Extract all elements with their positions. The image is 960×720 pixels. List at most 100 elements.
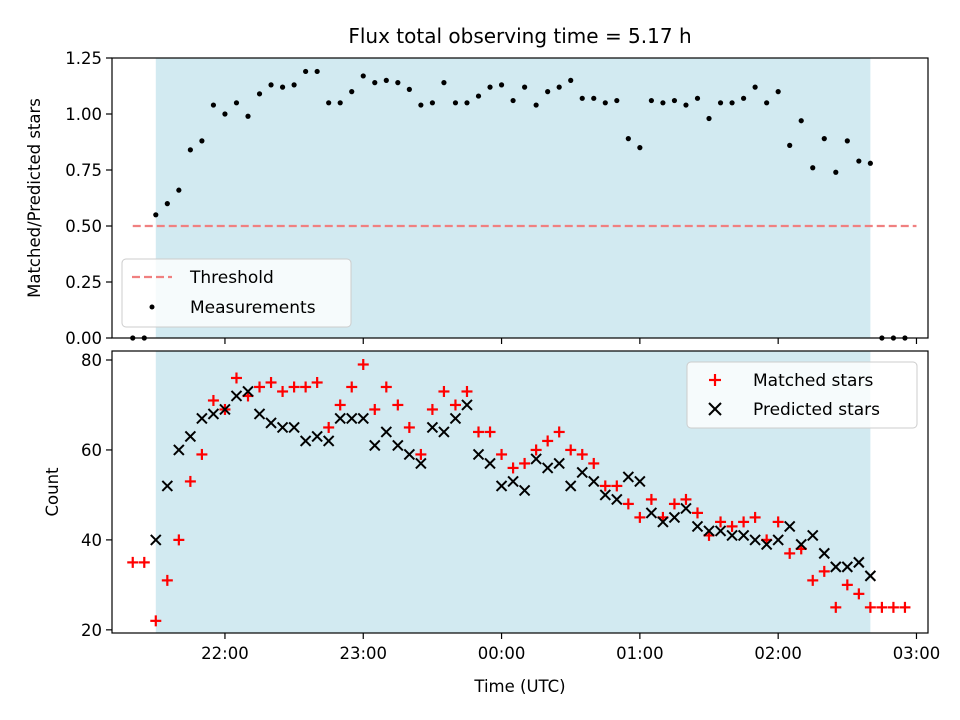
- predicted-star-stroke-b: [449, 412, 462, 425]
- bottom-x-axis-ticks: 22:00 23:00 00:00 01:00 02:00 03:00: [201, 633, 940, 663]
- predicted-star-stroke-b: [253, 408, 266, 420]
- predicted-star-point: [772, 534, 784, 546]
- predicted-star-point: [760, 538, 773, 551]
- matched-star-point: [346, 381, 358, 393]
- top-y-tick-label: 1.00: [65, 105, 102, 124]
- matched-star-point: [426, 403, 438, 415]
- matched-star-point: [726, 520, 738, 532]
- measurement-point: [279, 84, 286, 90]
- predicted-star-point: [322, 435, 335, 447]
- measurement-point: [625, 136, 631, 142]
- predicted-star-point: [795, 538, 807, 551]
- matched-star-point: [461, 385, 473, 397]
- matched-star-point: [392, 399, 404, 411]
- matched-star-point: [599, 480, 611, 492]
- measurement-point: [395, 80, 401, 86]
- measurement-point: [349, 89, 355, 95]
- predicted-star-stroke-b: [334, 412, 346, 425]
- predicted-star-point: [495, 480, 508, 492]
- predicted-star-stroke-b: [714, 525, 727, 537]
- matched-star-point: [173, 534, 185, 546]
- top-y-tick-label: 0.00: [65, 329, 102, 348]
- measurement-point: [717, 100, 724, 106]
- predicted-star-point: [599, 489, 611, 501]
- predicted-star-point: [265, 417, 277, 429]
- matched-star-point: [415, 448, 427, 460]
- predicted-star-stroke-b: [322, 435, 335, 447]
- predicted-star-point: [818, 547, 830, 560]
- predicted-star-point: [230, 390, 243, 402]
- predicted-star-stroke-b: [588, 475, 600, 488]
- predicted-star-point: [680, 502, 692, 515]
- measurement-point: [498, 82, 505, 88]
- bottom-y-tick-label: 40: [81, 531, 102, 550]
- x-tick-label: 22:00: [201, 644, 249, 663]
- matched-star-point: [691, 507, 703, 519]
- matched-star-point: [565, 444, 577, 456]
- measurement-point: [787, 142, 793, 148]
- measurement-point: [740, 95, 747, 101]
- predicted-star-stroke-b: [691, 520, 704, 533]
- predicted-star-stroke-b: [161, 480, 174, 492]
- measurement-point: [867, 160, 873, 166]
- predicted-star-stroke-b: [772, 534, 784, 546]
- matched-star-point: [680, 493, 692, 505]
- measurement-point: [833, 169, 839, 175]
- predicted-star-stroke-b: [184, 430, 197, 443]
- predicted-star-stroke-b: [242, 385, 254, 398]
- bottom-axes-frame: [111, 350, 929, 634]
- measurement-point: [303, 68, 309, 75]
- predicted-star-stroke-b: [680, 502, 692, 515]
- predicted-star-stroke-b: [276, 421, 289, 434]
- predicted-star-stroke-b: [576, 466, 588, 479]
- measurement-point: [729, 100, 735, 106]
- measurement-point: [510, 97, 516, 104]
- predicted-star-stroke-b: [207, 408, 220, 420]
- predicted-star-point: [553, 457, 565, 470]
- predicted-star-point: [864, 570, 877, 582]
- predicted-star-stroke-b: [288, 421, 300, 434]
- matched-star-point: [300, 381, 312, 393]
- predicted-star-stroke-b: [369, 439, 381, 452]
- predicted-star-stroke-b: [299, 435, 312, 447]
- matched-star-point: [876, 601, 888, 613]
- measurement-point: [568, 77, 574, 83]
- predicted-star-stroke-b: [472, 448, 485, 461]
- measurement-point: [706, 115, 712, 122]
- predicted-star-point: [830, 561, 842, 573]
- matched-star-point: [715, 516, 727, 528]
- predicted-star-point: [346, 412, 358, 425]
- measurement-point: [545, 89, 551, 95]
- measurement-point: [176, 187, 182, 193]
- measurement-point: [291, 82, 297, 88]
- predicted-star-stroke-b: [737, 529, 750, 542]
- predicted-star-stroke-b: [311, 430, 323, 443]
- measurement-point: [775, 89, 781, 95]
- matched-star-point: [519, 457, 531, 469]
- x-axis-label: Time (UTC): [473, 677, 565, 696]
- matched-legend-label: Matched stars: [753, 371, 873, 391]
- x-tick-label: 03:00: [893, 644, 941, 663]
- predicted-stars-series: [150, 385, 877, 582]
- measurement-point: [522, 84, 528, 90]
- measurement-point: [210, 102, 217, 108]
- matched-star-point: [530, 444, 542, 456]
- measurements-legend-swatch: [149, 304, 155, 310]
- predicted-star-point: [726, 529, 738, 542]
- matched-star-point: [357, 358, 369, 370]
- predicted-star-stroke-b: [611, 493, 623, 506]
- measurement-point: [418, 102, 424, 108]
- matched-star-point: [380, 381, 392, 393]
- top-y-tick-label: 0.75: [65, 161, 102, 180]
- predicted-legend-swatch: [708, 402, 722, 416]
- top-panel: 0.00 0.25 0.50 0.75 1.00 1.25 Matched/Predict…: [25, 49, 929, 348]
- measurement-point: [602, 100, 608, 106]
- x-tick-label: 02:00: [754, 644, 802, 663]
- predicted-star-stroke-b: [438, 426, 450, 438]
- measurement-point: [360, 73, 366, 79]
- top-y-axis-ticks: 0.00 0.25 0.50 0.75 1.00 1.25: [65, 49, 112, 348]
- predicted-star-stroke-b: [645, 507, 658, 519]
- predicted-star-stroke-b: [634, 475, 646, 488]
- matched-star-point: [507, 462, 519, 474]
- matched-star-point: [841, 579, 853, 591]
